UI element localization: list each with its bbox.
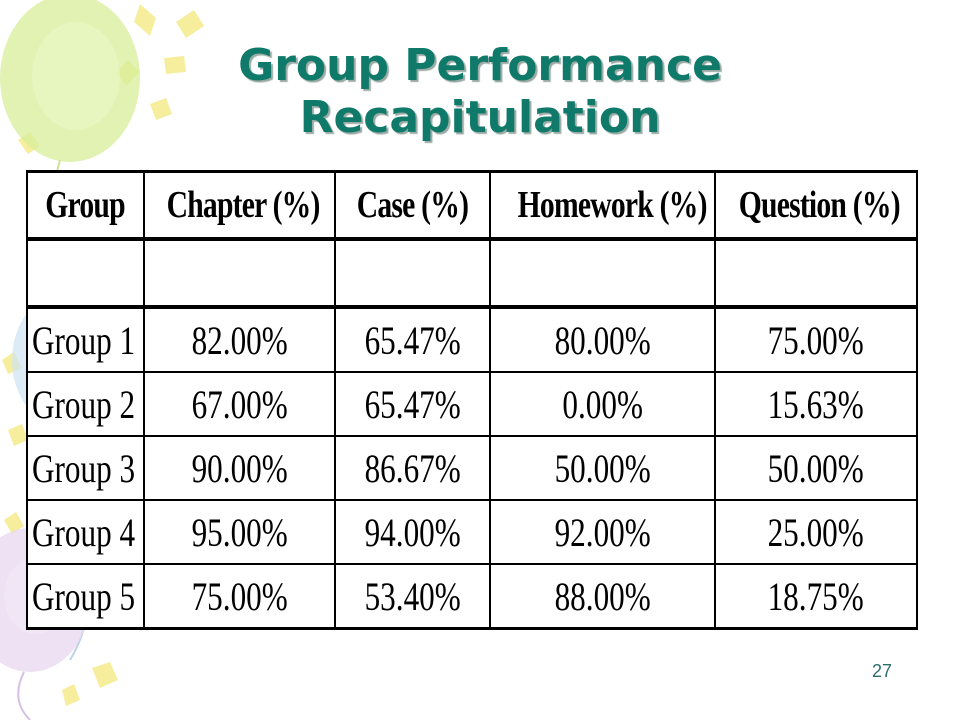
chapter-cell: 90.00%: [143, 435, 336, 501]
case-cell: 65.47%: [334, 305, 491, 373]
group-name-cell: Group 2: [26, 371, 145, 437]
empty-cell: [334, 238, 491, 308]
question-cell: 75.00%: [714, 305, 918, 373]
table-header-row: Group Chapter (%) Case (%) Homework (%) …: [26, 170, 918, 241]
chapter-cell: 95.00%: [143, 499, 336, 565]
homework-cell: 88.00%: [489, 563, 716, 630]
case-cell: 53.40%: [334, 563, 491, 630]
question-cell: 18.75%: [714, 563, 918, 630]
slide-title: Group Performance Recapitulation: [238, 40, 722, 143]
empty-cell: [26, 238, 145, 308]
column-header: Case (%): [334, 170, 491, 241]
group-name-cell: Group 3: [26, 435, 145, 501]
case-cell: 65.47%: [334, 371, 491, 437]
empty-cell: [714, 238, 918, 308]
table-row: Group 2 67.00% 65.47% 0.00% 15.63%: [26, 371, 918, 437]
group-name-cell: Group 1: [26, 305, 145, 373]
page-number: 27: [872, 661, 893, 681]
table-row: Group 5 75.00% 53.40% 88.00% 18.75%: [26, 563, 918, 630]
homework-cell: 80.00%: [489, 305, 716, 373]
case-cell: 86.67%: [334, 435, 491, 501]
column-header: Group: [26, 170, 145, 241]
group-name-cell: Group 5: [26, 563, 145, 630]
chapter-cell: 82.00%: [143, 305, 336, 373]
homework-cell: 92.00%: [489, 499, 716, 565]
table-row: Group 3 90.00% 86.67% 50.00% 50.00%: [26, 435, 918, 501]
group-name-cell: Group 4: [26, 499, 145, 565]
table-row: Group 1 82.00% 65.47% 80.00% 75.00%: [26, 305, 918, 373]
question-cell: 25.00%: [714, 499, 918, 565]
performance-table: Group Chapter (%) Case (%) Homework (%) …: [26, 170, 918, 630]
column-header: Question (%): [714, 170, 918, 241]
empty-row: [26, 238, 918, 308]
question-cell: 15.63%: [714, 371, 918, 437]
empty-cell: [489, 238, 716, 308]
question-cell: 50.00%: [714, 435, 918, 501]
case-cell: 94.00%: [334, 499, 491, 565]
column-header: Chapter (%): [143, 170, 336, 241]
homework-cell: 50.00%: [489, 435, 716, 501]
homework-cell: 0.00%: [489, 371, 716, 437]
column-header: Homework (%): [489, 170, 716, 241]
table-row: Group 4 95.00% 94.00% 92.00% 25.00%: [26, 499, 918, 565]
chapter-cell: 67.00%: [143, 371, 336, 437]
chapter-cell: 75.00%: [143, 563, 336, 630]
empty-cell: [143, 238, 336, 308]
